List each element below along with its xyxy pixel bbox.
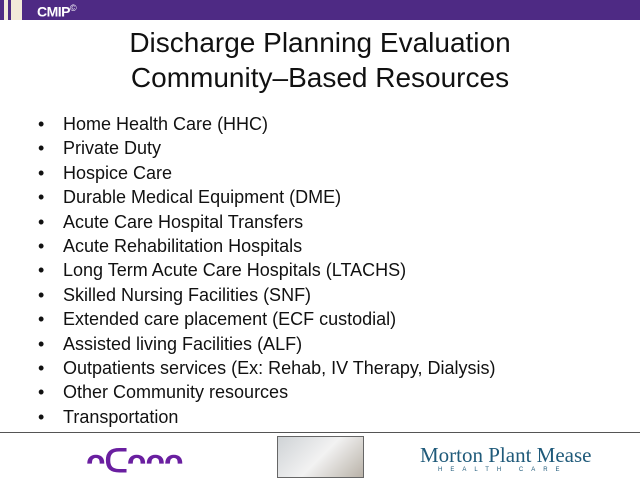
header-cream-2 xyxy=(11,0,22,20)
slide-title: Discharge Planning Evaluation Community–… xyxy=(0,25,640,95)
bullet-text: Home Health Care (HHC) xyxy=(63,114,269,134)
bullet-text: Skilled Nursing Facilities (SNF) xyxy=(63,284,312,305)
bullet-icon: • xyxy=(38,333,45,354)
bullet-text: Outpatients services (Ex: Rehab, IV Ther… xyxy=(63,358,496,379)
header-cream-1 xyxy=(4,0,8,20)
header-bar xyxy=(22,0,640,20)
bullet-icon: • xyxy=(38,211,45,232)
bullet-item: • Skilled Nursing Facilities (SNF) xyxy=(38,283,496,307)
footer-divider xyxy=(0,432,640,433)
bullet-icon: • xyxy=(38,260,45,281)
bullet-text: Acute Rehabilitation Hospitals xyxy=(63,236,303,257)
bullet-text: Acute Care Hospital Transfers xyxy=(63,211,304,232)
bullet-text: Long Term Acute Care Hospitals (LTACHS) xyxy=(63,260,407,281)
bullet-icon: • xyxy=(38,162,45,183)
bullet-item: • Other Community resources xyxy=(38,380,496,404)
acma-logo: ᴖᑕᴖᴖᴖ xyxy=(86,443,184,479)
bullet-text: Extended care placement (ECF custodial) xyxy=(63,309,397,330)
bullet-item: • Acute Care Hospital Transfers xyxy=(38,210,496,234)
bullet-item: • Assisted living Facilities (ALF) xyxy=(38,332,496,356)
bullet-text: Private Duty xyxy=(63,138,162,159)
bullet-text: Assisted living Facilities (ALF) xyxy=(63,333,303,354)
bullet-icon: • xyxy=(38,382,45,403)
bullet-icon: • xyxy=(38,138,45,159)
bullet-icon: • xyxy=(38,114,45,134)
bullet-item: • Hospice Care xyxy=(38,161,496,185)
bullet-icon: • xyxy=(38,187,45,208)
header-bar-stripe-2 xyxy=(8,0,11,20)
bullet-icon: • xyxy=(38,406,45,427)
bullet-text: Transportation xyxy=(63,406,179,427)
bullet-item: • Outpatients services (Ex: Rehab, IV The… xyxy=(38,356,496,380)
bullet-icon: • xyxy=(38,284,45,305)
bullet-item: • Durable Medical Equipment (DME) xyxy=(38,185,496,209)
bullet-item: • Home Health Care (HHC) xyxy=(38,112,496,136)
header-bar-stripe-1 xyxy=(0,0,4,20)
bullet-icon: • xyxy=(38,309,45,330)
bullet-icon: • xyxy=(38,236,45,257)
health-care-subtitle: HEALTH CARE xyxy=(438,467,568,473)
morton-plant-mease-logo: Morton Plant Mease xyxy=(420,443,592,467)
bullet-text: Other Community resources xyxy=(63,382,289,403)
bullet-item: • Long Term Acute Care Hospitals (LTACHS) xyxy=(38,258,496,282)
bullet-list: • Home Health Care (HHC) • Private Duty • Hos… xyxy=(38,112,496,429)
bullet-text: Hospice Care xyxy=(63,162,173,183)
bullet-item: • Acute Rehabilitation Hospitals xyxy=(38,234,496,258)
cmip-logo: CMIP© xyxy=(37,3,77,20)
bullet-item: • Transportation xyxy=(38,405,496,429)
bullet-icon: • xyxy=(38,358,45,379)
bullet-item: • Extended care placement (ECF custodial) xyxy=(38,307,496,331)
bullet-text: Durable Medical Equipment (DME) xyxy=(63,187,342,208)
title-line-1: Discharge Planning Evaluation xyxy=(129,27,511,58)
hands-document-photo xyxy=(277,436,364,478)
title-line-2: Community–Based Resources xyxy=(130,62,510,93)
bullet-item: • Private Duty xyxy=(38,136,496,160)
